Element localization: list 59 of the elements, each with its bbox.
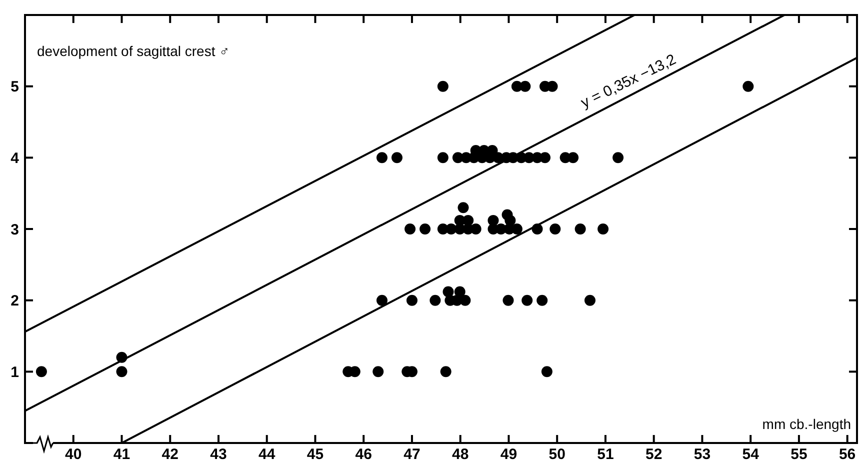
point xyxy=(536,294,548,306)
point xyxy=(404,224,416,234)
x-tick-label: 40 xyxy=(65,446,82,461)
point xyxy=(612,152,624,164)
point xyxy=(372,366,384,378)
x-tick-label: 52 xyxy=(645,446,662,461)
point xyxy=(488,214,499,226)
point xyxy=(376,152,388,164)
x-tick-label: 51 xyxy=(597,446,614,461)
point xyxy=(462,214,474,226)
point xyxy=(598,224,609,234)
y-tick-label: 2 xyxy=(10,292,19,310)
x-tick-label: 50 xyxy=(548,446,566,461)
x-tick-label: 44 xyxy=(258,446,276,461)
point xyxy=(376,294,388,306)
point xyxy=(391,152,402,164)
x-tick-label: 42 xyxy=(162,446,178,461)
point xyxy=(440,366,452,378)
x-tick-label: 43 xyxy=(210,446,227,461)
y-tick-label: 1 xyxy=(10,364,19,381)
x-tick-label: 55 xyxy=(790,446,808,461)
x-tick-label: 49 xyxy=(500,446,518,461)
point xyxy=(568,152,579,164)
point xyxy=(520,80,531,92)
x-tick-label: 47 xyxy=(404,446,420,461)
x-tick-label: 48 xyxy=(452,446,469,461)
point xyxy=(437,152,448,164)
y-tick-label: 4 xyxy=(10,150,20,167)
annotation: y = 0,35x −13,2 xyxy=(578,51,679,112)
x-tick-label: 54 xyxy=(742,446,760,461)
point xyxy=(460,294,471,306)
x-tick-label: 46 xyxy=(355,446,372,461)
point xyxy=(502,209,513,220)
point xyxy=(420,224,431,234)
point xyxy=(116,366,128,378)
point xyxy=(502,294,514,306)
point xyxy=(406,294,418,306)
x-tick-label: 56 xyxy=(838,446,856,461)
point xyxy=(541,366,552,378)
x-axis-title: mm cb.-length xyxy=(762,416,851,432)
point xyxy=(574,224,586,234)
point xyxy=(437,80,448,92)
point xyxy=(540,152,550,164)
x-tick-label: 45 xyxy=(306,446,324,461)
point xyxy=(522,294,533,306)
y-axis-title: development of sagittal crest ♂ xyxy=(37,43,230,59)
point xyxy=(584,294,596,306)
point xyxy=(454,286,466,298)
point xyxy=(36,366,47,378)
point xyxy=(446,224,457,234)
y-tick-label: 3 xyxy=(10,221,19,238)
point xyxy=(742,80,754,92)
point xyxy=(458,202,469,214)
point xyxy=(442,286,454,298)
point xyxy=(430,294,441,306)
x-tick-label: 53 xyxy=(694,446,711,461)
y-tick-label: 5 xyxy=(10,78,19,96)
point xyxy=(550,224,561,234)
x-tick-label: 41 xyxy=(113,446,130,461)
